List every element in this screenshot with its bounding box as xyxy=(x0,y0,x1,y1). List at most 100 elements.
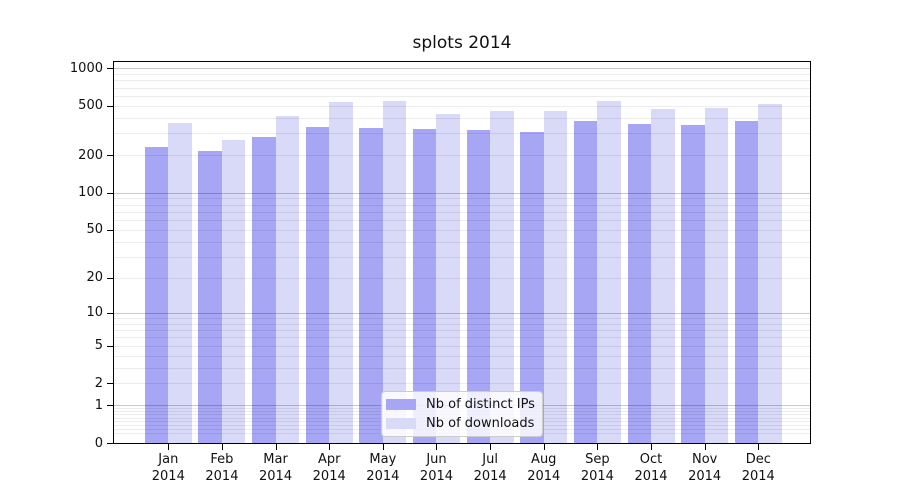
x-tick-label: Mar 2014 xyxy=(259,452,293,484)
bar-distinct-ips-aug xyxy=(520,131,544,443)
minor-gridline xyxy=(114,155,810,157)
minor-gridline xyxy=(114,345,810,347)
bar-downloads-sep xyxy=(597,100,621,443)
x-tick-mark xyxy=(436,444,438,450)
bar-distinct-ips-jan xyxy=(144,146,169,443)
x-tick-label: Sep 2014 xyxy=(580,452,614,484)
y-tick-mark xyxy=(107,229,114,231)
minor-gridline xyxy=(114,318,810,320)
plot-area xyxy=(113,61,811,444)
minor-gridline xyxy=(114,241,810,243)
x-tick-mark xyxy=(543,444,545,450)
x-tick-mark xyxy=(275,444,277,450)
y-tick-mark xyxy=(107,443,114,444)
bar-distinct-ips-nov xyxy=(681,124,705,443)
bar-downloads-nov xyxy=(704,108,729,443)
minor-gridline xyxy=(114,383,810,385)
x-tick-label: Feb 2014 xyxy=(205,452,239,484)
minor-gridline xyxy=(114,229,810,231)
y-tick-label: 20 xyxy=(86,270,103,286)
minor-gridline xyxy=(114,367,810,369)
y-tick-mark xyxy=(107,405,114,407)
minor-gridline xyxy=(114,80,810,82)
minor-gridline xyxy=(114,105,810,107)
x-tick-mark xyxy=(382,444,384,450)
y-tick-label: 1000 xyxy=(69,60,103,76)
y-tick-mark xyxy=(107,277,114,279)
bar-downloads-oct xyxy=(651,108,675,443)
minor-gridline xyxy=(114,337,810,339)
x-tick-label: Jul 2014 xyxy=(473,452,507,484)
bar-downloads-jul xyxy=(490,110,514,443)
y-tick-mark xyxy=(107,383,114,385)
x-tick-label: Jan 2014 xyxy=(151,452,185,484)
y-tick-label: 100 xyxy=(78,185,103,201)
minor-gridline xyxy=(114,211,810,213)
major-gridline xyxy=(114,312,810,314)
legend-item: Nb of downloads xyxy=(386,416,534,431)
legend-item: Nb of distinct IPs xyxy=(386,397,535,412)
bar-downloads-jun xyxy=(436,114,460,443)
x-tick-label: Apr 2014 xyxy=(312,452,346,484)
minor-gridline xyxy=(114,355,810,357)
y-tick-mark xyxy=(107,68,114,70)
minor-gridline xyxy=(114,323,810,325)
y-tick-label: 1 xyxy=(94,397,103,413)
x-tick-mark xyxy=(758,444,760,450)
x-tick-label: May 2014 xyxy=(366,452,400,484)
minor-gridline xyxy=(114,133,810,135)
major-gridline xyxy=(114,68,810,70)
x-tick-mark xyxy=(651,444,653,450)
y-tick-mark xyxy=(107,155,114,157)
bar-downloads-jan xyxy=(168,123,192,443)
legend-item-label: Nb of distinct IPs xyxy=(426,397,535,412)
chart-title: splots 2014 xyxy=(412,33,512,53)
x-tick-label: Nov 2014 xyxy=(688,452,722,484)
minor-gridline xyxy=(114,256,810,258)
legend-item-label: Nb of downloads xyxy=(426,416,535,431)
x-tick-mark xyxy=(704,444,706,450)
y-tick-label: 500 xyxy=(78,98,103,114)
bar-distinct-ips-jun xyxy=(412,129,437,443)
minor-gridline xyxy=(114,198,810,200)
bar-distinct-ips-may xyxy=(359,128,383,443)
x-tick-mark xyxy=(597,444,599,450)
x-tick-mark xyxy=(490,444,492,450)
minor-gridline xyxy=(114,117,810,119)
minor-gridline xyxy=(114,95,810,97)
x-tick-mark xyxy=(329,444,331,450)
legend-swatch xyxy=(386,399,416,410)
bar-distinct-ips-oct xyxy=(627,123,652,443)
x-tick-label: Oct 2014 xyxy=(634,452,668,484)
x-tick-label: Dec 2014 xyxy=(741,452,775,484)
bar-downloads-dec xyxy=(758,104,782,443)
bar-distinct-ips-feb xyxy=(198,151,222,443)
minor-gridline xyxy=(114,277,810,279)
y-tick-label: 5 xyxy=(94,338,103,354)
major-gridline xyxy=(114,192,810,194)
x-tick-label: Jun 2014 xyxy=(419,452,454,484)
y-tick-mark xyxy=(107,192,114,194)
minor-gridline xyxy=(114,220,810,222)
bar-distinct-ips-apr xyxy=(305,127,330,443)
minor-gridline xyxy=(114,204,810,206)
minor-gridline xyxy=(114,87,810,89)
bar-downloads-may xyxy=(382,100,407,443)
minor-gridline xyxy=(114,330,810,332)
legend: Nb of distinct IPs Nb of downloads xyxy=(381,391,543,437)
y-tick-mark xyxy=(107,312,114,314)
bar-distinct-ips-mar xyxy=(252,136,276,443)
bar-downloads-mar xyxy=(275,115,300,443)
legend-swatch xyxy=(386,418,416,429)
y-tick-label: 0 xyxy=(94,435,103,451)
minor-gridline xyxy=(114,74,810,75)
x-tick-mark xyxy=(221,444,223,450)
y-tick-mark xyxy=(107,345,114,347)
y-tick-mark xyxy=(107,105,114,107)
y-tick-label: 10 xyxy=(86,305,103,321)
bar-downloads-feb xyxy=(221,139,246,443)
bar-distinct-ips-jul xyxy=(466,129,491,443)
y-tick-label: 2 xyxy=(94,375,103,391)
bar-downloads-aug xyxy=(543,110,568,443)
